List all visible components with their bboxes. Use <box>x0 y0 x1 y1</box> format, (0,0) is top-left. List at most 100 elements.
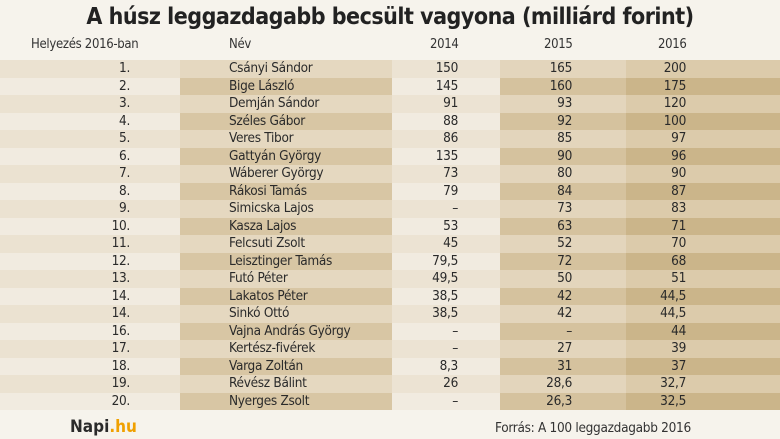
cell-name: Demján Sándor <box>180 95 392 113</box>
wealth-table: 1. Csányi Sándor 150 165 200 2. Bige László 145… <box>0 60 780 410</box>
cell-value-2014: – <box>392 340 500 358</box>
table-row: 12. Leisztinger Tamás 79,5 72 68 <box>0 252 780 270</box>
cell-value-2015: 80 <box>500 165 626 183</box>
cell-rank: 18. <box>0 357 180 375</box>
cell-name: Kertész-fivérek <box>180 340 392 358</box>
table-row: 3. Demján Sándor 91 93 120 <box>0 95 780 113</box>
table-row: 2. Bige László 145 160 175 <box>0 77 780 95</box>
cell-value-2016: 71 <box>626 217 780 235</box>
cell-rank: 3. <box>0 95 180 113</box>
table-row: 18. Varga Zoltán 8,3 31 37 <box>0 357 780 375</box>
cell-value-2015: 42 <box>500 287 626 305</box>
cell-value-2015: 92 <box>500 112 626 130</box>
cell-rank: 14. <box>0 287 180 305</box>
cell-value-2015: 160 <box>500 77 626 95</box>
cell-rank: 14. <box>0 305 180 323</box>
cell-value-2015: 52 <box>500 235 626 253</box>
cell-name: Vajna András György <box>180 322 392 340</box>
cell-value-2014: 8,3 <box>392 357 500 375</box>
cell-value-2016: 200 <box>626 60 780 78</box>
table-row: 1. Csányi Sándor 150 165 200 <box>0 60 780 78</box>
cell-value-2015: 85 <box>500 130 626 148</box>
cell-value-2014: 49,5 <box>392 270 500 288</box>
cell-value-2014: – <box>392 200 500 218</box>
cell-value-2014: 38,5 <box>392 287 500 305</box>
cell-rank: 9. <box>0 200 180 218</box>
table-row: 17. Kertész-fivérek –27 39 <box>0 340 780 358</box>
cell-value-2014: 26 <box>392 375 500 393</box>
cell-value-2014: 86 <box>392 130 500 148</box>
cell-value-2016: 90 <box>626 165 780 183</box>
table-row: 4. Széles Gábor 88 92 100 <box>0 112 780 130</box>
cell-name: Lakatos Péter <box>180 287 392 305</box>
cell-rank: 20. <box>0 392 180 410</box>
cell-name: Veres Tibor <box>180 130 392 148</box>
cell-name: Gattyán György <box>180 147 392 165</box>
cell-value-2015: 27 <box>500 340 626 358</box>
cell-rank: 17. <box>0 340 180 358</box>
cell-name: Wáberer György <box>180 165 392 183</box>
cell-value-2015: 93 <box>500 95 626 113</box>
cell-value-2016: 39 <box>626 340 780 358</box>
cell-value-2016: 37 <box>626 357 780 375</box>
cell-value-2014: 145 <box>392 77 500 95</box>
header-2014: 2014 <box>430 37 459 52</box>
cell-value-2016: 120 <box>626 95 780 113</box>
table-row: 5. Veres Tibor 86 85 97 <box>0 130 780 148</box>
cell-rank: 8. <box>0 182 180 200</box>
cell-value-2016: 44 <box>626 322 780 340</box>
cell-value-2015: 73 <box>500 200 626 218</box>
cell-value-2014: 91 <box>392 95 500 113</box>
cell-name: Sinkó Ottó <box>180 305 392 323</box>
cell-value-2015: 31 <box>500 357 626 375</box>
cell-value-2016: 83 <box>626 200 780 218</box>
cell-rank: 6. <box>0 147 180 165</box>
cell-name: Rákosi Tamás <box>180 182 392 200</box>
table-row: 6. Gattyán György 135 90 96 <box>0 147 780 165</box>
cell-value-2014: 73 <box>392 165 500 183</box>
table-row: 14. Lakatos Péter 38,5 42 44,5 <box>0 287 780 305</box>
cell-name: Csányi Sándor <box>180 60 392 78</box>
table-row: 14. Sinkó Ottó 38,5 42 44,5 <box>0 305 780 323</box>
cell-value-2016: 100 <box>626 112 780 130</box>
cell-value-2014: 38,5 <box>392 305 500 323</box>
table-row: 10. Kasza Lajos 53 63 71 <box>0 217 780 235</box>
cell-value-2016: 87 <box>626 182 780 200</box>
cell-value-2014: 45 <box>392 235 500 253</box>
table-row: 11. Felcsuti Zsolt 45 52 70 <box>0 235 780 253</box>
cell-value-2015: 26,3 <box>500 392 626 410</box>
cell-value-2014: 79 <box>392 182 500 200</box>
cell-name: Simicska Lajos <box>180 200 392 218</box>
cell-name: Varga Zoltán <box>180 357 392 375</box>
cell-value-2015: 42 <box>500 305 626 323</box>
cell-value-2016: 44,5 <box>626 305 780 323</box>
cell-rank: 19. <box>0 375 180 393</box>
cell-value-2016: 70 <box>626 235 780 253</box>
cell-value-2016: 32,5 <box>626 392 780 410</box>
cell-rank: 1. <box>0 60 180 78</box>
header-2016: 2016 <box>658 37 687 52</box>
cell-name: Leisztinger Tamás <box>180 252 392 270</box>
cell-rank: 7. <box>0 165 180 183</box>
cell-value-2015: 84 <box>500 182 626 200</box>
cell-value-2015: 50 <box>500 270 626 288</box>
cell-value-2014: 135 <box>392 147 500 165</box>
page-title: A húsz leggazdagabb becsült vagyona (mil… <box>86 4 694 30</box>
cell-value-2016: 44,5 <box>626 287 780 305</box>
cell-rank: 4. <box>0 112 180 130</box>
cell-value-2015: 90 <box>500 147 626 165</box>
cell-rank: 12. <box>0 252 180 270</box>
table-row: 9. Simicska Lajos –73 83 <box>0 200 780 218</box>
cell-value-2016: 51 <box>626 270 780 288</box>
cell-name: Nyerges Zsolt <box>180 392 392 410</box>
header-name: Név <box>229 37 251 52</box>
cell-value-2015: 28,6 <box>500 375 626 393</box>
cell-rank: 13. <box>0 270 180 288</box>
napi-logo: Napi.hu <box>70 417 137 437</box>
cell-name: Révész Bálint <box>180 375 392 393</box>
cell-rank: 2. <box>0 77 180 95</box>
source-note: Forrás: A 100 leggazdagabb 2016 <box>495 420 691 436</box>
cell-value-2016: 32,7 <box>626 375 780 393</box>
cell-value-2015: 63 <box>500 217 626 235</box>
cell-value-2014: 79,5 <box>392 252 500 270</box>
